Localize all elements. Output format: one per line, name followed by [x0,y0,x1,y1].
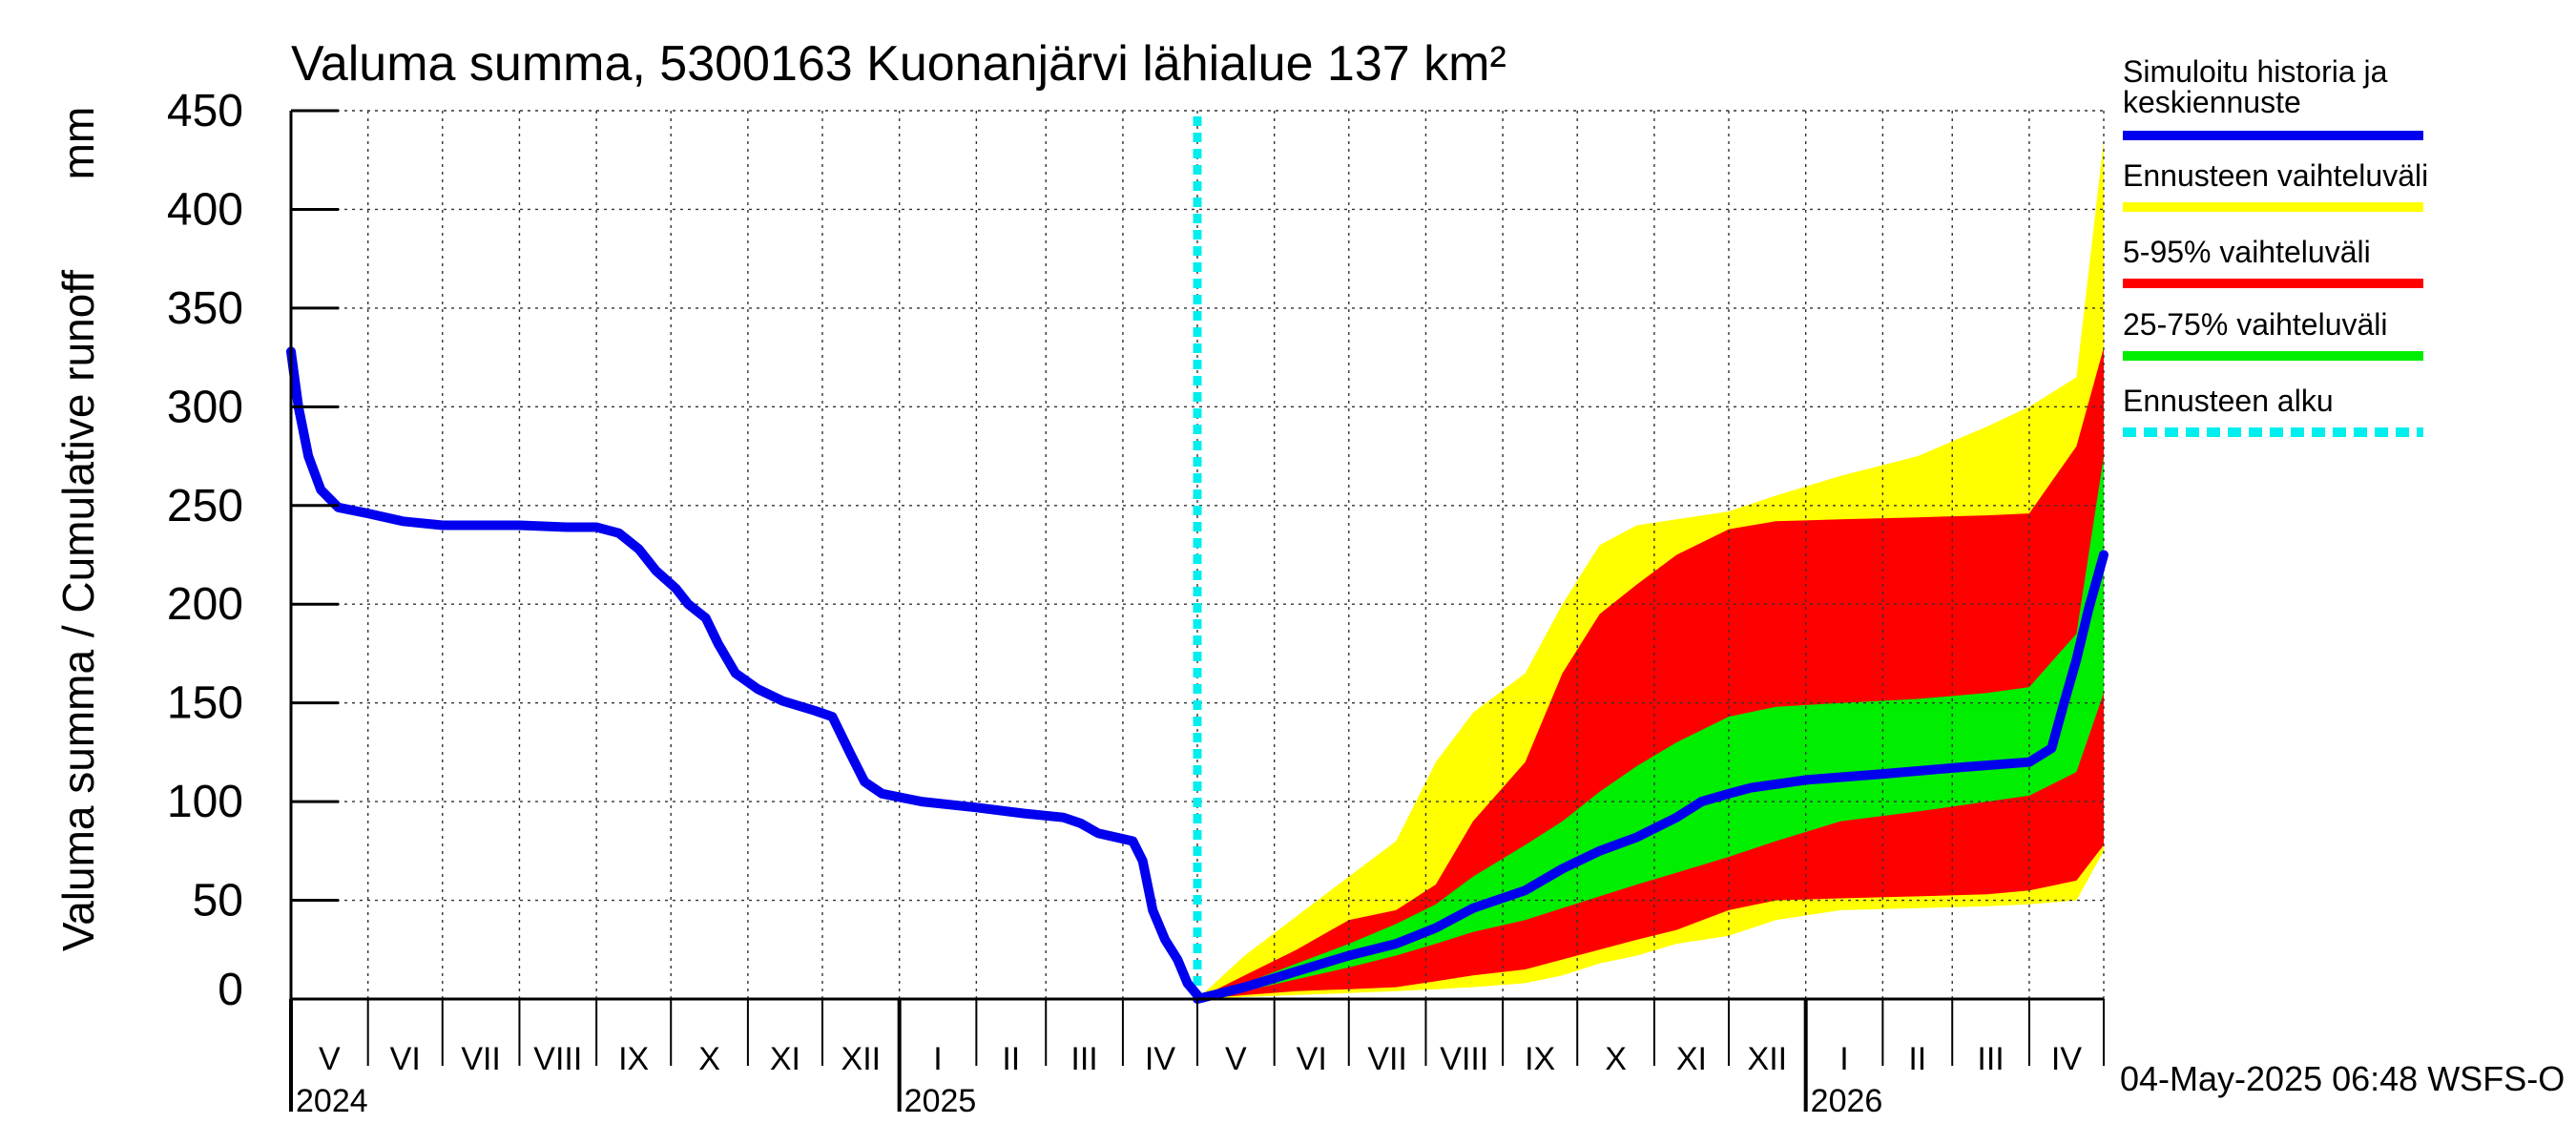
y-tick-label-9: 450 [167,86,243,136]
month-label-8: I [933,1041,942,1077]
year-label-0: 2024 [296,1083,368,1119]
legend-label-4: Ennusteen alku [2123,384,2334,418]
y-tick-label-1: 50 [193,876,243,926]
y-tick-label-5: 250 [167,481,243,531]
month-label-7: XII [841,1041,882,1077]
forecast-median-line [1193,550,2109,1004]
month-label-0: V [319,1041,341,1077]
month-label-10: III [1070,1041,1097,1077]
timestamp-footer: 04-May-2025 06:48 WSFS-O [2120,1059,2565,1098]
y-tick-label-2: 100 [167,777,243,827]
y-tick-label-8: 400 [167,184,243,235]
band-1 [1197,347,2104,999]
month-label-2: VII [461,1041,501,1077]
y-tick-label-0: 0 [218,965,243,1015]
y-tick-label-3: 150 [167,678,243,729]
runoff-lines [286,346,2109,1004]
year-label-1: 2025 [904,1083,977,1119]
history-line [286,346,1202,1000]
legend-label-3: 25-75% vaihteluväli [2123,307,2388,342]
month-label-16: IX [1525,1041,1555,1077]
y-tick-label-7: 350 [167,283,243,334]
month-label-18: XI [1676,1041,1707,1077]
legend-label-0-line1: Simuloitu historia ja [2123,54,2388,89]
month-label-3: VIII [533,1041,582,1077]
year-label-2: 2026 [1811,1083,1883,1119]
month-label-15: VIII [1440,1041,1488,1077]
legend-label-2: 5-95% vaihteluväli [2123,235,2371,269]
month-label-9: II [1002,1041,1020,1077]
y-axis-label: Valuma summa / Cumulative runoff [53,270,103,951]
legend-label-0-line2: keskiennuste [2123,85,2301,119]
y-tick-label-4: 200 [167,579,243,630]
month-label-14: VII [1367,1041,1407,1077]
y-tick-label-6: 300 [167,382,243,432]
band-2 [1197,456,2104,1000]
legend-label-1: Ennusteen vaihteluväli [2123,158,2428,193]
month-label-5: X [698,1041,720,1077]
x-axis-ticks: V VI VII VIII IX X XI XII I II III IV V VI VII VIII IX X X… [289,999,2105,1119]
month-label-13: VI [1297,1041,1327,1077]
month-label-21: II [1908,1041,1926,1077]
chart-title: Valuma summa, 5300163 Kuonanjärvi lähial… [291,36,1506,92]
month-label-17: X [1605,1041,1627,1077]
month-label-23: IV [2051,1041,2082,1077]
month-label-12: V [1225,1041,1247,1077]
month-label-6: XI [770,1041,800,1077]
month-label-22: III [1977,1041,2004,1077]
month-label-19: XII [1748,1041,1788,1077]
forecast-bands [1197,140,2104,1000]
month-label-11: IV [1145,1041,1175,1077]
y-axis-ticks: 0 50 100 150 200 250 300 350 400 450 [167,86,339,1015]
y-axis-unit: mm [53,107,103,180]
month-label-4: IX [618,1041,649,1077]
month-label-20: I [1839,1041,1848,1077]
month-label-1: VI [390,1041,421,1077]
